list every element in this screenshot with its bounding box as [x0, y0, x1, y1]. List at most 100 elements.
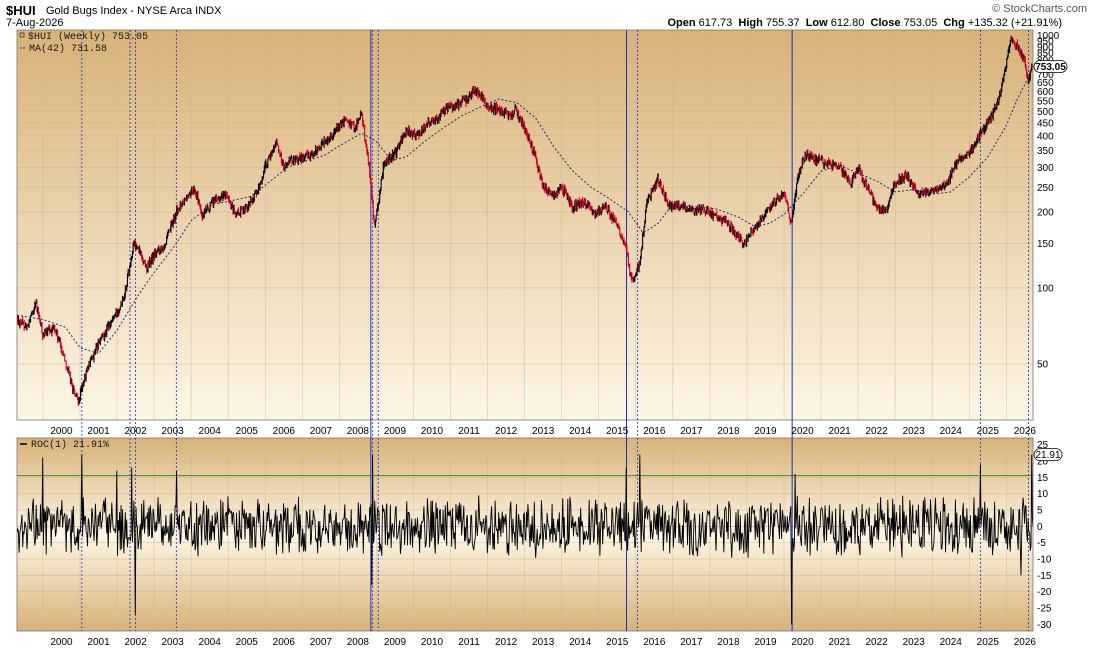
- chg-label: Chg: [943, 17, 965, 29]
- y-tick-label: 450: [1037, 118, 1054, 129]
- x-tick-label: 2018: [717, 637, 740, 648]
- x-tick-label: 2020: [791, 426, 814, 437]
- symbol-label: $HUI: [6, 3, 36, 18]
- x-tick-label: 2023: [903, 426, 926, 437]
- x-tick-label: 2000: [50, 426, 73, 437]
- x-tick-label: 2017: [680, 637, 703, 648]
- x-tick-label: 2013: [532, 637, 555, 648]
- x-tick-label: 2015: [606, 637, 629, 648]
- y-tick-label: 1000: [1037, 31, 1060, 42]
- x-tick-label: 2007: [310, 637, 333, 648]
- y-tick-label: -20: [1037, 587, 1052, 598]
- y-tick-label: 150: [1037, 239, 1054, 250]
- index-name-label: Gold Bugs Index - NYSE Arca INDX: [46, 5, 222, 17]
- roc-last-value: 21.91: [1035, 450, 1060, 461]
- y-tick-label: 350: [1037, 146, 1054, 157]
- quote-bar: Open 617.73 High 755.37 Low 612.80 Close…: [667, 17, 1062, 29]
- y-tick-label: 950: [1037, 36, 1054, 47]
- close-value: 753.05: [903, 17, 938, 29]
- x-tick-label: 2017: [680, 426, 703, 437]
- x-tick-label: 2001: [87, 426, 110, 437]
- x-tick-label: 2003: [161, 637, 184, 648]
- y-tick-label: 100: [1037, 283, 1054, 294]
- x-tick-label: 2024: [940, 637, 963, 648]
- x-tick-label: 2025: [977, 426, 1000, 437]
- x-tick-label: 2014: [569, 637, 592, 648]
- price-last-badge: [1033, 60, 1068, 73]
- x-tick-label: 2015: [606, 426, 629, 437]
- x-tick-label: 2010: [421, 637, 444, 648]
- x-tick-label: 2021: [828, 426, 851, 437]
- x-tick-label: 2020: [791, 637, 814, 648]
- x-tick-label: 2009: [384, 637, 407, 648]
- y-tick-label: 15: [1037, 473, 1049, 484]
- y-tick-label: -30: [1037, 620, 1052, 631]
- ma-42-line: [17, 69, 1033, 354]
- x-tick-label: 2011: [458, 637, 480, 648]
- x-tick-label: 2004: [199, 637, 222, 648]
- y-tick-label: 200: [1037, 207, 1054, 218]
- y-tick-label: -15: [1037, 571, 1052, 582]
- x-tick-label: 2021: [828, 637, 851, 648]
- low-value: 612.80: [830, 17, 865, 29]
- open-label: Open: [667, 17, 696, 29]
- ma-legend: MA(42) 731.58: [29, 43, 107, 55]
- x-tick-label: 2002: [124, 637, 147, 648]
- price-legend: $HUI (Weekly) 753.05: [28, 31, 148, 43]
- x-tick-label: 2006: [273, 637, 296, 648]
- x-tick-label: 2025: [977, 637, 1000, 648]
- x-tick-label: 2016: [643, 426, 666, 437]
- x-tick-label: 2007: [310, 426, 333, 437]
- price-last-value: 753.05: [1035, 62, 1066, 73]
- x-tick-label: 2008: [347, 426, 370, 437]
- x-tick-label: 2026: [1014, 637, 1037, 648]
- x-tick-label: 2006: [273, 426, 296, 437]
- x-tick-label: 2001: [87, 637, 110, 648]
- y-tick-label: 5: [1037, 505, 1043, 516]
- y-tick-label: 900: [1037, 42, 1054, 53]
- date-label: 7-Aug-2026: [6, 17, 64, 29]
- y-tick-label: 50: [1037, 359, 1049, 370]
- x-tick-label: 2019: [754, 637, 777, 648]
- y-tick-label: 500: [1037, 107, 1054, 118]
- x-tick-label: 2008: [347, 637, 370, 648]
- price-panel-bg: [16, 29, 1034, 421]
- chg-value: +135.32 (+21.91%): [967, 17, 1062, 29]
- y-tick-label: 700: [1037, 70, 1054, 81]
- price-legend-icon: [19, 32, 25, 38]
- x-tick-label: 2003: [161, 426, 184, 437]
- y-tick-label: 250: [1037, 183, 1054, 194]
- x-tick-label: 2012: [495, 637, 518, 648]
- x-tick-label: 2009: [384, 426, 407, 437]
- roc-last-badge: [1033, 448, 1063, 462]
- y-tick-label: -10: [1037, 555, 1052, 566]
- roc-line: [17, 454, 1033, 625]
- close-label: Close: [870, 17, 901, 29]
- x-tick-label: 2013: [532, 426, 555, 437]
- y-tick-label: -5: [1037, 538, 1046, 549]
- x-tick-label: 2005: [236, 637, 259, 648]
- x-tick-label: 2024: [940, 426, 963, 437]
- x-tick-label: 2012: [495, 426, 518, 437]
- stockcharts-watermark: © StockCharts.com: [992, 3, 1087, 15]
- high-label: High: [738, 17, 763, 29]
- x-tick-label: 2022: [866, 426, 889, 437]
- y-tick-label: 0: [1037, 522, 1043, 533]
- x-tick-label: 2023: [903, 637, 926, 648]
- x-tick-label: 2019: [754, 426, 777, 437]
- y-tick-label: 10: [1037, 489, 1049, 500]
- x-tick-label: 2016: [643, 637, 666, 648]
- x-tick-label: 2000: [50, 637, 73, 648]
- open-value: 617.73: [698, 17, 733, 29]
- high-value: 755.37: [765, 17, 800, 29]
- y-tick-label: 600: [1037, 87, 1054, 98]
- x-tick-label: 2011: [458, 426, 480, 437]
- x-tick-label: 2018: [717, 426, 740, 437]
- y-tick-label: 650: [1037, 78, 1054, 89]
- y-tick-label: 20: [1037, 456, 1049, 467]
- y-tick-label: 300: [1037, 163, 1054, 174]
- x-tick-label: 2010: [421, 426, 444, 437]
- x-tick-label: 2005: [236, 426, 259, 437]
- x-tick-label: 2026: [1014, 426, 1037, 437]
